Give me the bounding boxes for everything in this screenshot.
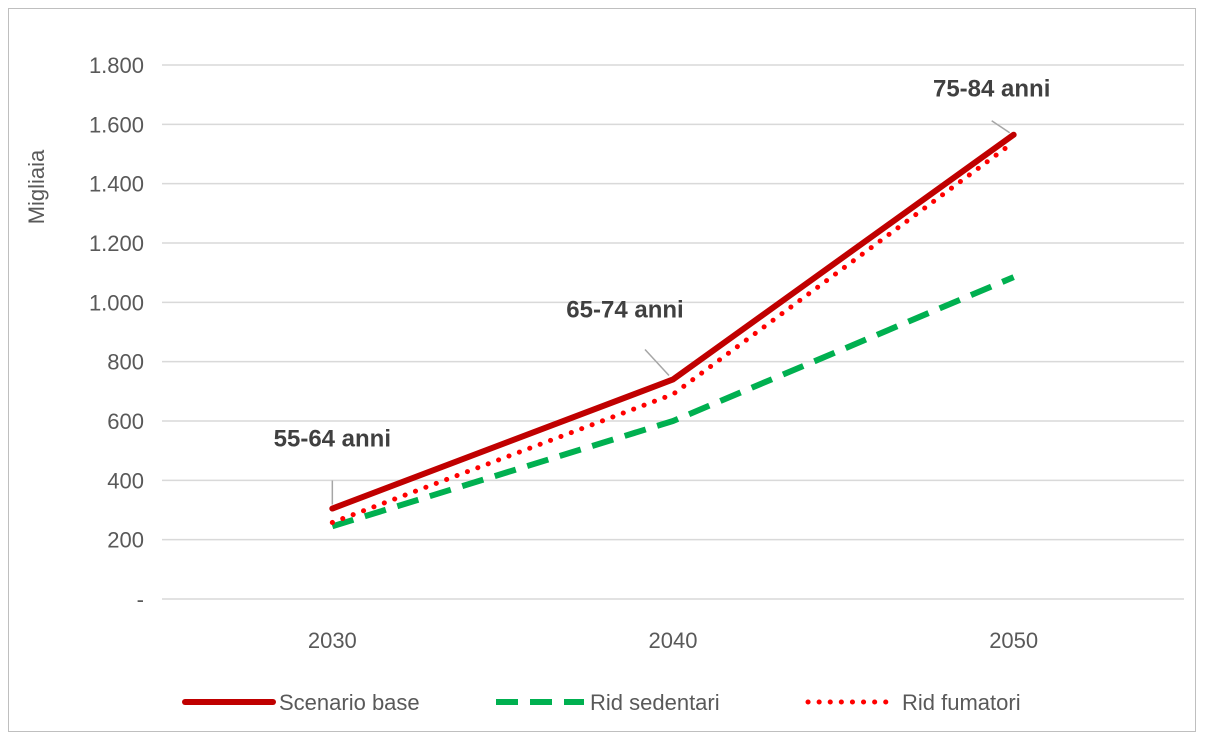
legend-label: Rid sedentari [590,690,720,715]
legend-label: Rid fumatori [902,690,1021,715]
x-tick-label: 2030 [308,628,357,653]
y-tick-label: 1.800 [89,53,144,78]
annotation-leader-line [991,120,1011,134]
annotation-label: 55-64 anni [274,426,391,453]
x-axis-ticks: 2030 2040 2050 [308,628,1038,653]
y-tick-label: - [137,587,144,612]
y-tick-label: 1.600 [89,112,144,137]
y-tick-label: 400 [107,468,144,493]
y-tick-label: 800 [107,350,144,375]
y-axis-title: Migliaia [24,149,49,224]
y-tick-label: 200 [107,528,144,553]
chart-frame [8,8,1196,732]
series-lines [329,131,1017,530]
y-tick-label: 1.000 [89,290,144,315]
x-tick-label: 2050 [989,628,1038,653]
legend-label: Scenario base [279,690,420,715]
annotation-label: 65-74 anni [566,296,683,323]
series-line-rid-sedentari [331,274,1015,530]
annotation-label: 75-84 anni [933,76,1050,103]
annotation-leader-line [644,348,670,376]
y-tick-label: 600 [107,409,144,434]
legend: Scenario base Rid sedentari Rid fumatori [182,690,1021,715]
series-line-scenario-base [329,131,1017,512]
gridlines [162,64,1184,600]
y-axis-ticks: - 200 400 600 800 1.000 1.200 1.400 1.600 1.800 [89,53,144,612]
annotations: 55-64 anni 65-74 anni 75-84 anni [274,76,1050,505]
y-tick-label: 1.400 [89,172,144,197]
series-line-rid-fumatori [329,139,1017,525]
x-tick-label: 2040 [649,628,698,653]
y-tick-label: 1.200 [89,231,144,256]
